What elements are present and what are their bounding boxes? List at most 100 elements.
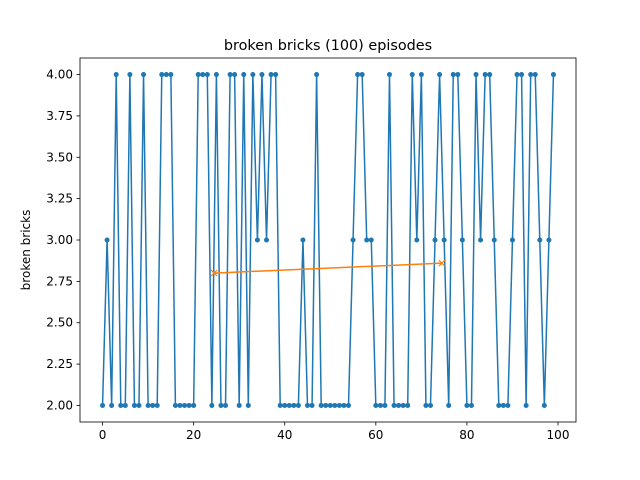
series-0-point: [418, 72, 424, 78]
plot-area: [79, 57, 577, 423]
series-0-point: [236, 402, 242, 408]
plot-frame: [79, 57, 577, 423]
series-0-point: [441, 237, 447, 243]
series-0-point: [341, 402, 347, 408]
x-tick-label: 100: [547, 428, 570, 442]
series-0-point: [550, 72, 556, 78]
y-tick-label: 2.00: [46, 398, 73, 412]
series-0-point: [509, 237, 515, 243]
y-axis: 2.00 2.25 2.50 2.75 3.00 3.25 3.50 3.75 4.00: [46, 68, 80, 412]
y-tick-label: 3.75: [46, 109, 73, 123]
series-0-point: [519, 72, 525, 78]
series-0-point: [172, 402, 178, 408]
x-tick-label: 0: [99, 428, 107, 442]
series-0-point: [141, 72, 147, 78]
series-0-point: [186, 402, 192, 408]
series-0-point: [295, 402, 301, 408]
series-0-point: [368, 237, 374, 243]
series-0-point: [195, 72, 201, 78]
series-0-point: [482, 72, 488, 78]
series-0-point: [127, 72, 133, 78]
series-0-point: [468, 402, 474, 408]
series-0-point: [396, 402, 402, 408]
series-0-point: [455, 72, 461, 78]
series-0-point: [100, 402, 106, 408]
series-0-point: [314, 72, 320, 78]
series-0-point: [286, 402, 292, 408]
series-0-point: [122, 402, 128, 408]
series-0-point: [500, 402, 506, 408]
series-0-point: [305, 402, 311, 408]
series-0-point: [245, 402, 251, 408]
series-0-point: [523, 402, 529, 408]
series-0-point: [405, 402, 411, 408]
series-0-point: [464, 402, 470, 408]
y-tick-label: 4.00: [46, 68, 73, 82]
series-0-point: [437, 72, 443, 78]
series-0-point: [528, 72, 534, 78]
series-0-point: [309, 402, 315, 408]
series-0-point: [478, 237, 484, 243]
series-0-point: [377, 402, 383, 408]
x-tick-label: 60: [368, 428, 383, 442]
series-1-line: [214, 262, 442, 274]
series-0-point: [259, 72, 265, 78]
series-0-point: [168, 72, 174, 78]
series-0-point: [382, 402, 388, 408]
series-0-point: [532, 72, 538, 78]
series-0-point: [241, 72, 247, 78]
series-0-point: [223, 402, 229, 408]
series-0-point: [209, 402, 215, 408]
series-0-point: [446, 402, 452, 408]
series-0-point: [514, 72, 520, 78]
series-0-point: [386, 72, 392, 78]
series-0-point: [373, 402, 379, 408]
series-0-point: [113, 72, 119, 78]
series-0-point: [218, 402, 224, 408]
series-0-point: [159, 72, 165, 78]
series-0-point: [355, 72, 361, 78]
y-tick-label: 2.75: [46, 274, 73, 288]
series-0-point: [323, 402, 329, 408]
series-0-point: [277, 402, 283, 408]
series-0-point: [182, 402, 188, 408]
series-0-point: [264, 237, 270, 243]
series-0-point: [200, 72, 206, 78]
series-0-point: [150, 402, 156, 408]
series-0-point: [450, 72, 456, 78]
x-tick-label: 20: [186, 428, 201, 442]
series-0-point: [154, 402, 160, 408]
y-tick-label: 2.25: [46, 357, 73, 371]
y-tick-label: 3.00: [46, 233, 73, 247]
series-0-point: [227, 72, 233, 78]
series-0-point: [432, 237, 438, 243]
series-0-point: [345, 402, 351, 408]
series-0-point: [131, 402, 137, 408]
series-0-point: [459, 237, 465, 243]
series-0-point: [118, 402, 124, 408]
y-tick-label: 3.25: [46, 192, 73, 206]
series-0-point: [109, 402, 115, 408]
series-1-point: [438, 259, 446, 267]
series-0-point: [350, 237, 356, 243]
series-0-point: [268, 72, 274, 78]
series-0-point: [473, 72, 479, 78]
series-0-point: [300, 237, 306, 243]
y-tick-label: 3.50: [46, 150, 73, 164]
series-0-point: [359, 72, 365, 78]
y-axis-label: broken bricks: [19, 210, 33, 291]
series-0-point: [537, 237, 543, 243]
series-0-point: [250, 72, 256, 78]
series-0-point: [163, 72, 169, 78]
series-0-point: [254, 237, 260, 243]
series-0-point: [318, 402, 324, 408]
series-0-point: [491, 237, 497, 243]
series-0-point: [282, 402, 288, 408]
series-0-point: [541, 402, 547, 408]
series-0-point: [213, 72, 219, 78]
series-1-point: [210, 269, 218, 277]
chart-title: broken bricks (100) episodes: [224, 38, 432, 54]
series-0-point: [487, 72, 493, 78]
series-0-point: [136, 402, 142, 408]
